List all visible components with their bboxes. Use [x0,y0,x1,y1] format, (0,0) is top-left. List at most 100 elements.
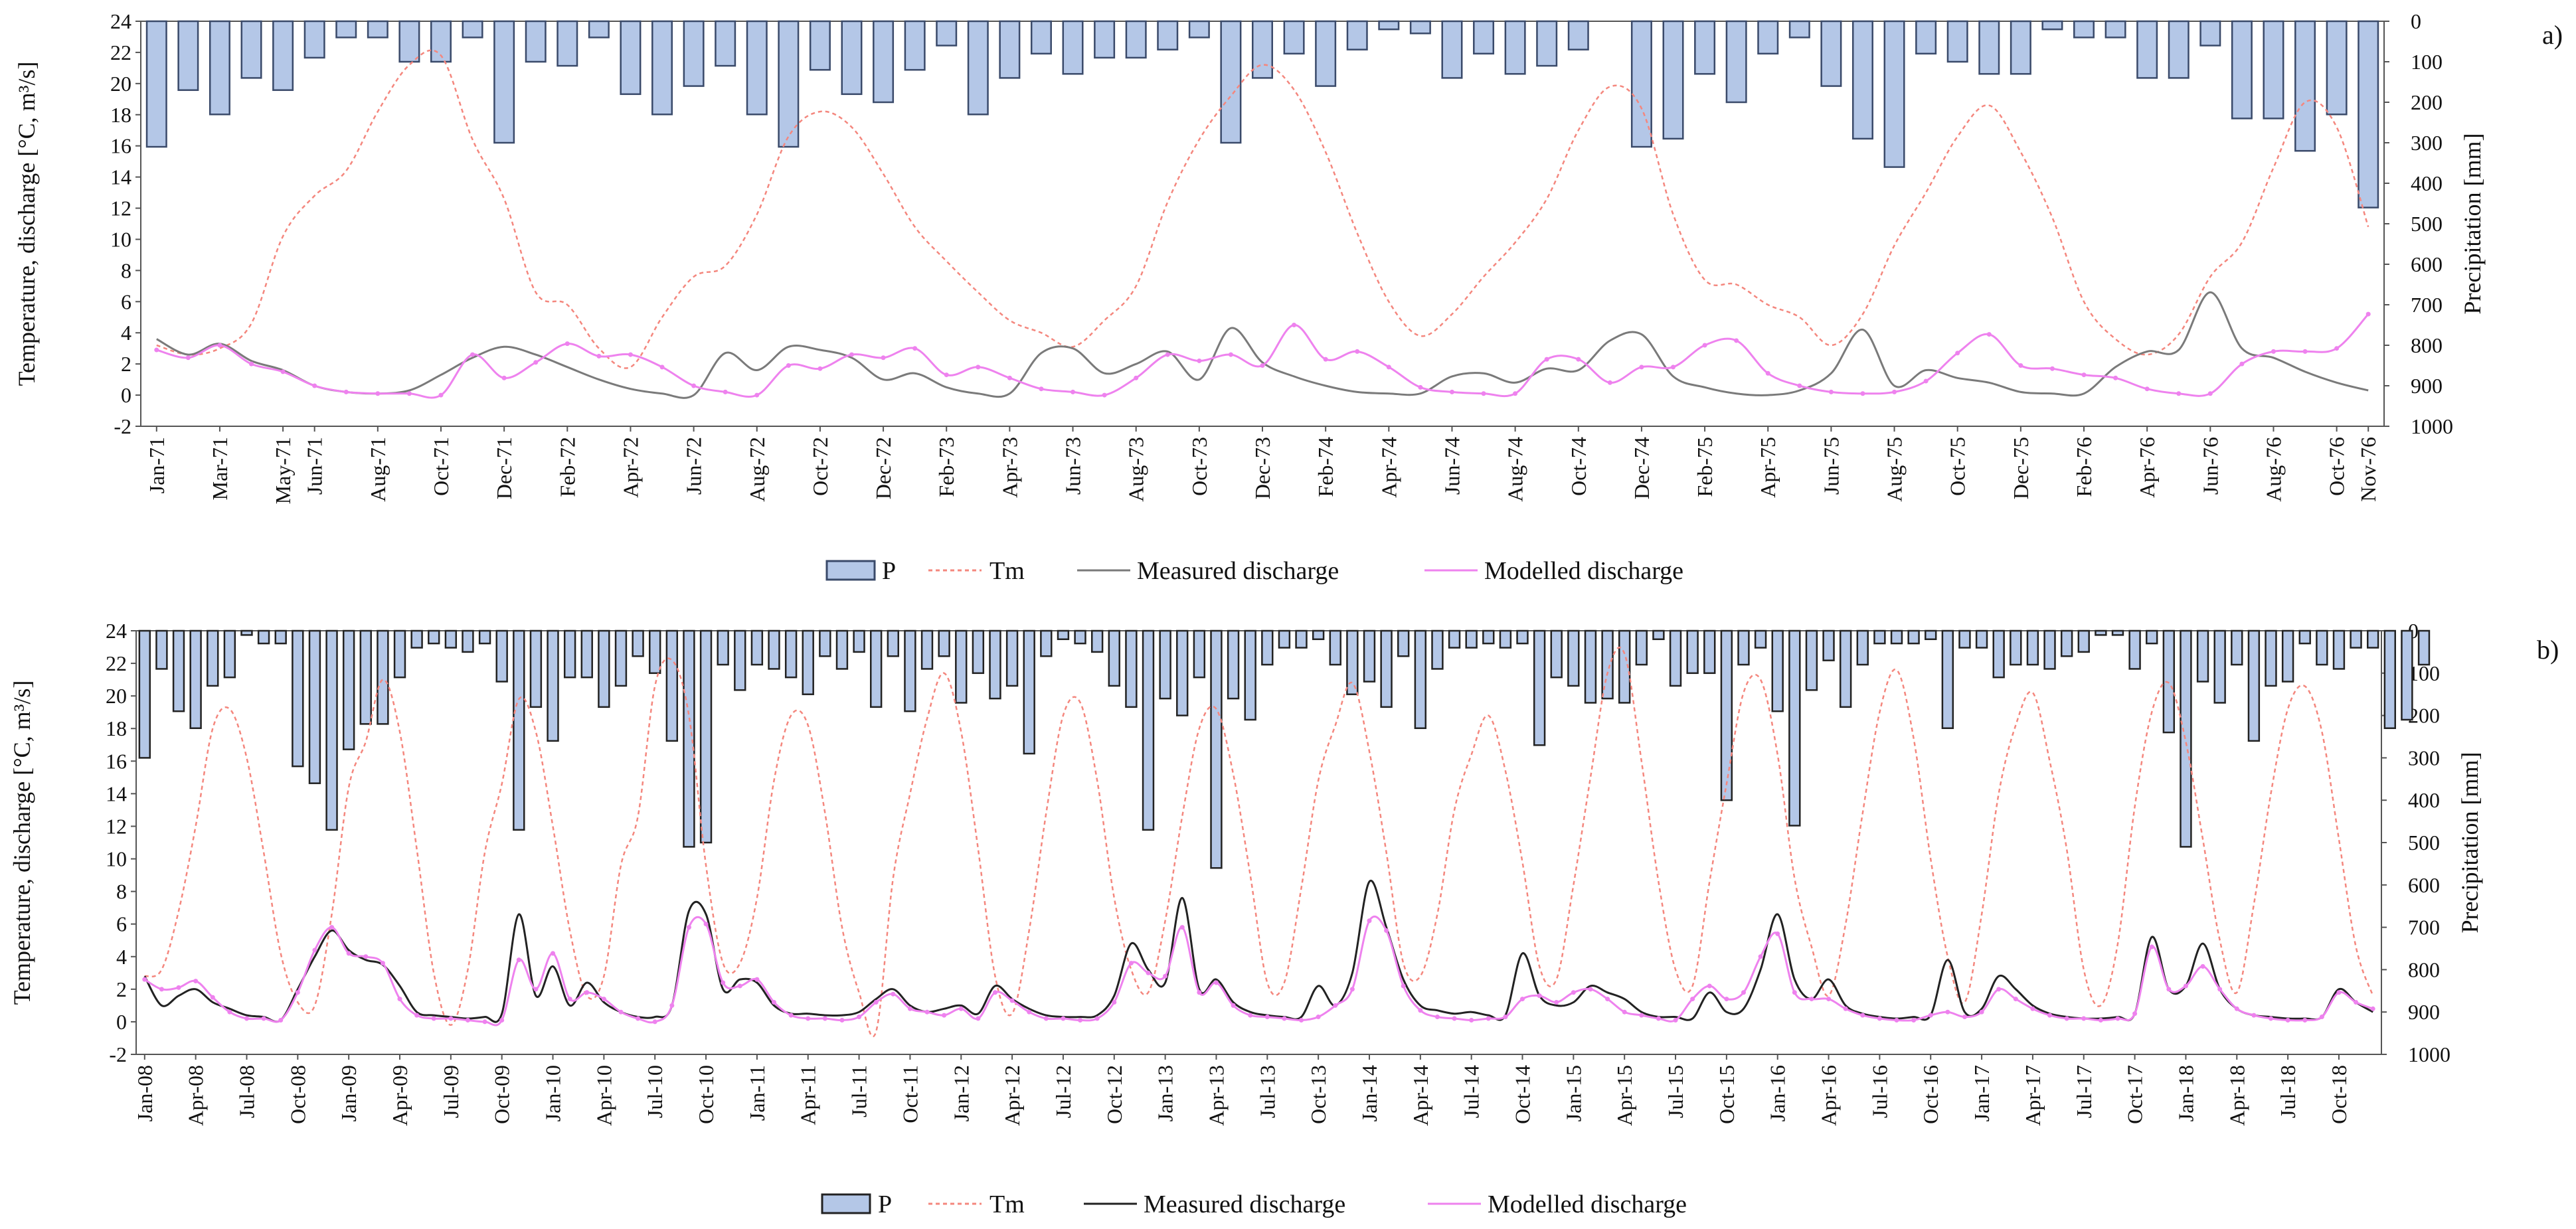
panel-a-modelled-point [944,372,949,378]
panel-a-precip-bar [493,20,515,144]
panel-a-modelled-point [1007,375,1012,380]
panel-b-modelled-point [992,990,997,995]
panel-a-left-tick-label: 10 [110,227,131,251]
panel-a-x-tick-label: Oct-71 [429,437,453,496]
panel-b-modelled-point [721,980,726,985]
panel-a-precip-bar [715,20,736,67]
panel-b-precip-bar [1499,629,1512,649]
panel-b-precip-bar [1176,629,1189,716]
panel-a-precip-bar [1409,20,1431,35]
panel-a-modelled-point [1355,349,1360,354]
panel-a-modelled-point [976,365,981,370]
panel-b-right-tick-label: 700 [2408,916,2440,940]
panel-b-x-tick-label: Oct-09 [490,1065,514,1124]
panel-a-modelled-point [1323,357,1328,362]
panel-a-right-tick-label: 300 [2411,131,2443,155]
panel-b-x-tick-label: Jul-09 [439,1065,463,1118]
panel-a-x-tick-label: Feb-72 [555,437,579,497]
panel-b-modelled-point [2251,1013,2257,1018]
panel-a-modelled-point [406,391,412,396]
panel-a-precip-bar [145,20,167,148]
panel-b-precip-bar [2162,629,2176,734]
panel-b-chart: 242220181614121086420-201002003004005006… [9,619,2559,1126]
panel-b-modelled-point [551,951,556,956]
panel-b-left-tick-label: 8 [116,880,127,904]
panel-a-precip-bar [620,20,642,96]
panel-b-modelled-point [1282,1016,1287,1021]
panel-b-modelled-point [346,951,351,956]
panel-b-modelled-point [839,1017,845,1023]
panel-b-right-tick-label: 300 [2408,746,2440,770]
panel-b-modelled-point [1009,998,1015,1003]
panel-b-precip-bar [1771,629,1784,712]
panel-b-x-tick-label: Oct-13 [1306,1065,1330,1124]
panel-b-modelled-point [891,991,896,997]
panel-b-modelled-point [1231,1003,1236,1008]
panel-b-precip-bar [614,629,628,687]
panel-a-modelled-point [1797,383,1802,388]
panel-a-modelled-point [1513,391,1518,396]
panel-b-modelled-point [210,995,215,1000]
panel-b-precip-bar [1635,629,1648,666]
panel-b-series-modelled-discharge [142,916,2375,1026]
panel-b-modelled-point [1333,1003,1338,1008]
panel-b-precip-bar [1516,629,1529,645]
panel-a-modelled-point [1544,357,1549,362]
panel-a-precip-bar [1567,20,1589,50]
panel-b-precip-bar [870,629,883,708]
panel-b-precip-bar [768,629,780,670]
panel-a-precip-bar [1946,20,1968,63]
panel-b-modelled-point [1622,1009,1627,1015]
panel-b-precip-bar [955,629,968,704]
panel-b-modelled-point [857,1015,862,1020]
panel-b-modelled-point [686,925,691,930]
panel-b-x-tick-label: Apr-10 [592,1065,616,1126]
panel-b-modelled-point [2149,944,2154,949]
panel-b-modelled-point [2285,1017,2290,1023]
panel-b-precip-bar [665,629,679,742]
panel-b-precip-bar [2213,629,2226,704]
panel-b-precip-bar [1805,629,1818,691]
panel-a-right-tick-label: 800 [2411,333,2443,357]
panel-b-x-tick-label: Oct-17 [2123,1065,2147,1124]
panel-a-precip-bar [936,20,958,46]
panel-a-modelled-point [2144,386,2150,392]
panel-a-modelled-point [343,389,349,394]
panel-a-modelled-point [217,343,222,348]
panel-a-modelled-point [1260,363,1265,368]
panel-a-precip-bar [272,20,294,91]
panel-a-modelled-point [2334,346,2340,351]
panel-b-precip-bar [784,629,798,679]
panel-b-series-tm [144,647,2374,1038]
panel-b-precip-bar [1125,629,1138,708]
panel-a-modelled-point [912,346,918,351]
panel-a-modelled-point [2365,311,2371,317]
panel-a-precip-bar [1851,20,1873,140]
panel-b-modelled-point [2098,1017,2103,1023]
panel-b-left-tick-label: 18 [106,716,127,740]
panel-b-precip-bar [683,629,695,848]
panel-a-modelled-point [817,366,823,371]
legend-b-p-label: P [878,1190,892,1218]
panel-b-x-axis: Jan-08 Apr-08 Jul-08 Oct-08 Jan-09 Apr-09 Jul-… [133,1054,2351,1126]
panel-a-right-tick-label: 400 [2411,171,2443,195]
panel-b-precip-bar [1278,629,1291,649]
panel-b-x-tick-label: Jul-11 [847,1065,871,1117]
panel-b-precip-bar [547,629,559,742]
panel-b-x-tick-label: Oct-12 [1102,1065,1126,1124]
panel-b-precip-bar [853,629,865,653]
panel-b-precip-bar [342,629,355,750]
panel-b-precip-bar [444,629,458,649]
panel-a-precip-bar [557,20,578,67]
panel-a-modelled-point [1071,389,1076,394]
panel-b-x-tick-label: Oct-14 [1511,1065,1535,1124]
panel-a-precip-bar [1536,20,1558,67]
panel-b-precip-bar [529,629,543,708]
panel-a-x-tick-label: Jan-71 [145,437,169,493]
panel-b-modelled-point [601,997,606,1002]
panel-b-left-tick-label: 10 [106,847,127,871]
panel-b-precip-bar [1142,629,1155,831]
panel-a-line-measured-discharge [156,291,2369,399]
panel-b-precip-bar [2281,629,2294,683]
